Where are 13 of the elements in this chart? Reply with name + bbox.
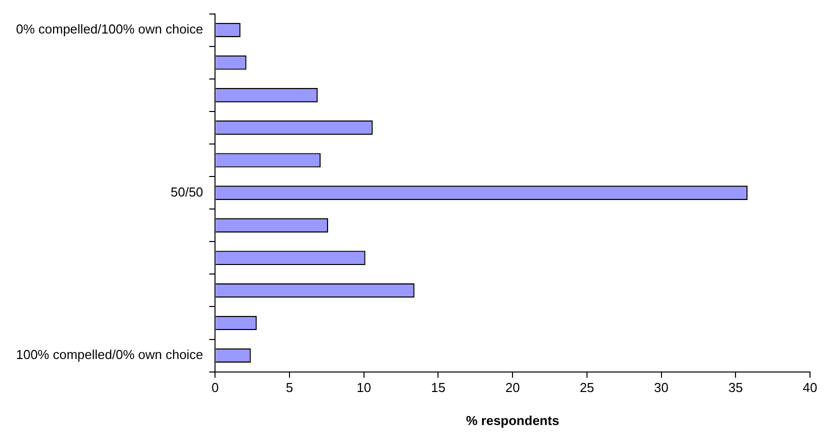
x-tick-label: 40 — [802, 380, 818, 396]
x-tick-label: 30 — [654, 380, 669, 396]
x-tick-label: 0 — [212, 380, 219, 396]
y-tick-label: 100% compelled/0% own choice — [16, 347, 204, 362]
x-tick-label: 5 — [286, 380, 294, 396]
x-tick-label: 35 — [728, 380, 743, 396]
y-tick-label: 50/50 — [170, 184, 204, 200]
x-axis-title: % respondents — [466, 412, 560, 428]
y-tick-label: 0% compelled/100% own choice — [16, 22, 204, 37]
x-tick-label: 15 — [430, 380, 446, 396]
x-tick-label: 25 — [580, 380, 594, 396]
x-tick-label: 20 — [505, 380, 520, 396]
x-tick-label: 10 — [356, 380, 372, 396]
